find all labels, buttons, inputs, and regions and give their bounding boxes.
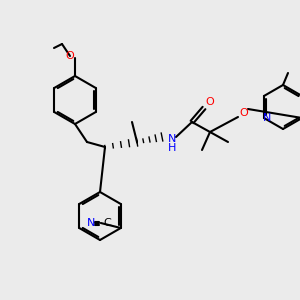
Text: N: N [263,113,271,123]
Text: N: N [168,134,176,144]
Text: C: C [103,218,111,228]
Text: H: H [168,143,176,153]
Text: N: N [87,218,95,228]
Text: O: O [66,51,74,61]
Text: O: O [206,97,214,107]
Text: O: O [240,108,248,118]
